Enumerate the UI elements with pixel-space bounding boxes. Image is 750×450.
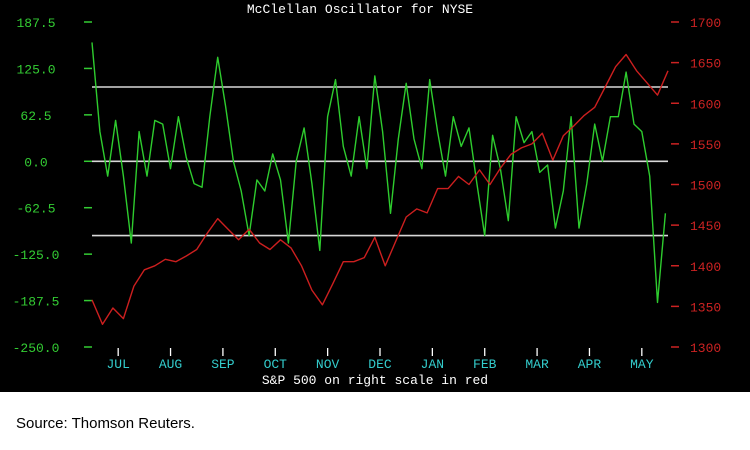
left-tick-label: 125.0 <box>16 62 55 77</box>
sp500-line <box>91 53 669 325</box>
oscillator-line <box>91 42 667 304</box>
month-label: FEB <box>473 357 497 372</box>
right-tick-label: 1650 <box>690 57 721 72</box>
right-tick-label: 1500 <box>690 179 721 194</box>
x-axis-label: S&P 500 on right scale in red <box>262 373 488 388</box>
chart-plot: McClellan Oscillator for NYSE S&P 500 on… <box>13 2 722 388</box>
left-tick-label: 187.5 <box>16 16 55 31</box>
right-tick-label: 1700 <box>690 16 721 31</box>
month-label: MAR <box>525 357 549 372</box>
left-tick-label: 0.0 <box>24 155 47 170</box>
chart-panel: McClellan Oscillator for NYSE S&P 500 on… <box>0 0 750 392</box>
source-note: Source: Thomson Reuters. <box>16 415 195 432</box>
month-label: MAY <box>630 357 654 372</box>
month-label: SEP <box>211 357 235 372</box>
left-tick-label: -250.0 <box>13 341 60 356</box>
month-label: AUG <box>159 357 182 372</box>
left-tick-label: -62.5 <box>16 202 55 217</box>
right-tick-label: 1300 <box>690 341 721 356</box>
right-tick-label: 1450 <box>690 219 721 234</box>
month-label: NOV <box>316 357 340 372</box>
right-tick-label: 1600 <box>690 97 721 112</box>
left-tick-label: -187.5 <box>13 295 60 310</box>
left-tick-label: 62.5 <box>20 109 51 124</box>
right-tick-label: 1400 <box>690 260 721 275</box>
month-label: APR <box>578 357 602 372</box>
right-tick-label: 1550 <box>690 138 721 153</box>
month-label: OCT <box>264 357 288 372</box>
chart-title: McClellan Oscillator for NYSE <box>247 2 473 17</box>
month-label: DEC <box>368 357 392 372</box>
month-label: JAN <box>421 357 444 372</box>
right-tick-label: 1350 <box>690 300 721 315</box>
left-tick-label: -125.0 <box>13 248 60 263</box>
month-label: JUL <box>106 357 129 372</box>
